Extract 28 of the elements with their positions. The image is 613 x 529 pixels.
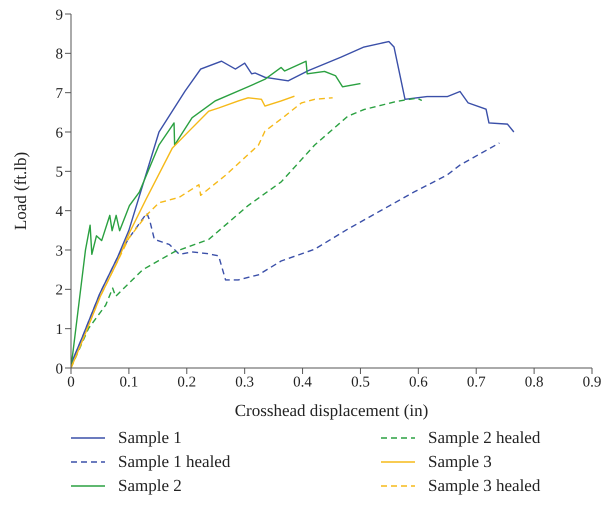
x-axis-title: Crosshead displacement (in) bbox=[234, 401, 428, 420]
x-tick-label: 0.4 bbox=[293, 374, 312, 391]
y-axis-title: Load (ft.lb) bbox=[11, 152, 30, 230]
legend-label: Sample 1 healed bbox=[118, 452, 230, 472]
y-tick-label: 7 bbox=[56, 86, 64, 102]
legend-label: Sample 3 healed bbox=[428, 476, 540, 496]
y-tick-label: 0 bbox=[56, 361, 63, 378]
y-tick-label: 8 bbox=[56, 46, 63, 63]
y-tick-label: 2 bbox=[56, 282, 63, 299]
legend-label: Sample 2 bbox=[118, 476, 182, 496]
x-tick-label: 0.1 bbox=[120, 374, 138, 391]
legend-label: Sample 1 bbox=[118, 428, 182, 448]
y-tick-label: 9 bbox=[56, 7, 63, 24]
y-tick-label: 5 bbox=[56, 164, 63, 181]
x-tick-label: 0.2 bbox=[177, 374, 196, 391]
y-tick-label: 6 bbox=[56, 125, 64, 142]
x-tick-label: 0.7 bbox=[466, 374, 486, 391]
y-tick-label: 3 bbox=[56, 243, 63, 260]
y-tick-label: 4 bbox=[56, 204, 64, 220]
legend-label: Sample 2 healed bbox=[428, 428, 540, 448]
x-tick-label: 0.9 bbox=[582, 374, 602, 391]
x-tick-label: 0.6 bbox=[408, 374, 428, 391]
x-tick-label: 0 bbox=[67, 374, 75, 391]
x-tick-label: 0.3 bbox=[235, 374, 254, 391]
x-tick-label: 0.5 bbox=[351, 374, 370, 391]
y-tick-label: 1 bbox=[56, 322, 63, 338]
x-tick-label: 0.8 bbox=[524, 374, 544, 391]
legend-label: Sample 3 bbox=[428, 452, 492, 472]
